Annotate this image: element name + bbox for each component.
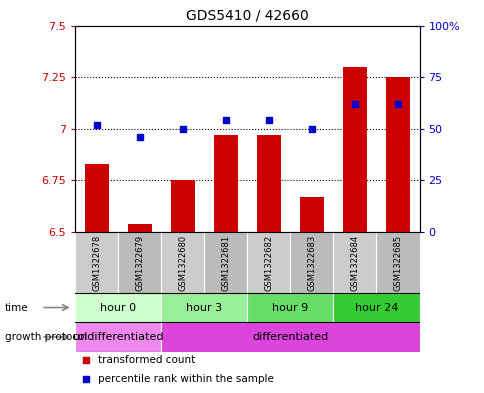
Bar	[300, 197, 323, 232]
Bar	[161, 293, 247, 322]
Bar	[204, 232, 247, 293]
Bar	[75, 322, 161, 352]
Bar	[333, 293, 419, 322]
Bar	[257, 135, 280, 232]
Bar	[85, 164, 108, 232]
Bar	[170, 180, 194, 232]
Text: GSM1322682: GSM1322682	[264, 235, 273, 291]
Text: GSM1322681: GSM1322681	[221, 235, 230, 291]
Text: GSM1322685: GSM1322685	[393, 235, 402, 291]
Bar	[128, 224, 151, 232]
Point	[81, 375, 89, 382]
Bar	[247, 293, 333, 322]
Bar	[290, 232, 333, 293]
Point	[81, 357, 89, 363]
Text: GSM1322679: GSM1322679	[135, 235, 144, 291]
Point	[222, 117, 229, 123]
Bar	[161, 232, 204, 293]
Bar	[161, 322, 419, 352]
Point	[136, 134, 143, 140]
Bar	[213, 135, 237, 232]
Bar	[75, 293, 161, 322]
Bar	[376, 232, 419, 293]
Text: hour 0: hour 0	[100, 303, 136, 312]
Point	[393, 101, 401, 107]
Bar	[75, 232, 118, 293]
Bar	[247, 232, 290, 293]
Text: time: time	[5, 303, 29, 312]
Point	[350, 101, 358, 107]
Text: transformed count: transformed count	[97, 355, 195, 365]
Bar	[342, 67, 366, 232]
Point	[307, 125, 315, 132]
Bar	[118, 232, 161, 293]
Text: hour 24: hour 24	[354, 303, 397, 312]
Text: differentiated: differentiated	[252, 332, 328, 342]
Bar	[333, 232, 376, 293]
Point	[179, 125, 186, 132]
Point	[264, 117, 272, 123]
Text: percentile rank within the sample: percentile rank within the sample	[97, 374, 273, 384]
Text: hour 9: hour 9	[272, 303, 308, 312]
Text: undifferentiated: undifferentiated	[73, 332, 163, 342]
Text: hour 3: hour 3	[186, 303, 222, 312]
Text: GSM1322680: GSM1322680	[178, 235, 187, 291]
Bar	[385, 77, 409, 232]
Point	[92, 121, 100, 128]
Title: GDS5410 / 42660: GDS5410 / 42660	[185, 9, 308, 23]
Text: GSM1322678: GSM1322678	[92, 235, 101, 291]
Text: growth protocol: growth protocol	[5, 332, 87, 342]
Text: GSM1322684: GSM1322684	[350, 235, 359, 291]
Text: GSM1322683: GSM1322683	[307, 235, 316, 291]
